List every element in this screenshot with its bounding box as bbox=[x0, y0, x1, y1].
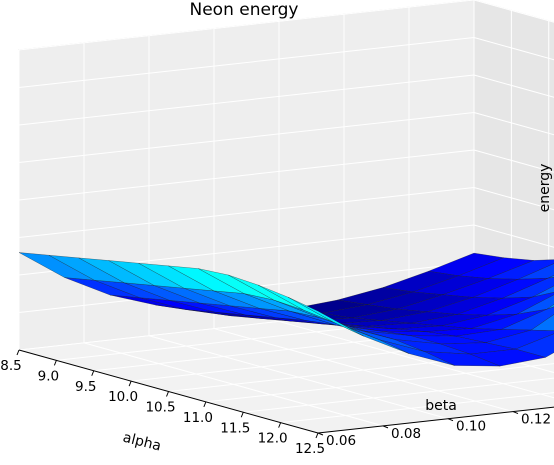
tick-mark bbox=[203, 401, 207, 408]
z-axis-label: energy bbox=[537, 164, 553, 213]
grid-line-z bbox=[473, 0, 554, 23]
grid-line-z bbox=[473, 37, 554, 61]
y-tick-label: 0.08 bbox=[391, 426, 421, 442]
x-tick-label: 12.0 bbox=[258, 431, 288, 447]
x-tick-label: 11.5 bbox=[220, 420, 250, 436]
energy-surface bbox=[18, 252, 554, 367]
grid-line-z bbox=[18, 0, 475, 51]
tick-mark bbox=[240, 412, 244, 418]
surface-facet bbox=[548, 275, 554, 279]
tick-mark bbox=[91, 370, 95, 376]
grid-line-y bbox=[278, 320, 554, 399]
tick-labels: 8.5 9.0 9.5 10.0 10.5 11.0 11.5 12.0 12.5 0.06 0.0… bbox=[0, 349, 551, 457]
y-tick-label: 0.10 bbox=[456, 419, 486, 435]
x-tick-label: 9.5 bbox=[75, 379, 96, 395]
surface-facet bbox=[546, 304, 554, 310]
tick-mark bbox=[128, 380, 132, 387]
tick-mark bbox=[447, 418, 454, 422]
y-axis-line bbox=[317, 406, 554, 434]
tick-mark bbox=[53, 360, 57, 366]
surface-facet bbox=[288, 297, 364, 337]
grid-line-z bbox=[18, 187, 475, 238]
grid-line-z bbox=[18, 74, 475, 126]
grid-line-z bbox=[18, 37, 475, 88]
tick-mark bbox=[382, 425, 389, 429]
y-axis-label: beta bbox=[425, 398, 457, 414]
tick-mark bbox=[315, 432, 319, 439]
grid-line-z bbox=[473, 224, 554, 248]
x-tick-label: 8.5 bbox=[0, 358, 21, 374]
chart-title: Neon energy bbox=[190, 0, 299, 20]
grid-line-z bbox=[18, 149, 475, 201]
grid-line-x bbox=[243, 377, 554, 413]
grid-line-z bbox=[473, 187, 554, 211]
tick-mark bbox=[317, 432, 324, 436]
x-tick-label: 11.0 bbox=[183, 410, 213, 426]
y-tick-label: 0.12 bbox=[521, 412, 551, 428]
grid-line-x bbox=[205, 363, 554, 403]
tick-mark bbox=[512, 411, 519, 415]
grid-line-y bbox=[83, 342, 384, 427]
y-tick-label: 0.06 bbox=[326, 433, 356, 449]
x-tick-label: 12.5 bbox=[295, 441, 325, 457]
grid-line-z bbox=[473, 74, 554, 98]
grid-line-z bbox=[18, 112, 475, 163]
grid-line-y bbox=[148, 335, 449, 420]
grid-line-z bbox=[473, 149, 554, 173]
tick-mark bbox=[278, 422, 282, 428]
x-tick-label: 10.0 bbox=[108, 389, 138, 405]
tick-mark bbox=[16, 349, 20, 356]
x-tick-label: 10.5 bbox=[145, 400, 175, 416]
grid-line-y bbox=[213, 328, 514, 413]
grid-line-z bbox=[473, 112, 554, 136]
x-axis-label: alpha bbox=[121, 430, 163, 455]
tick-mark bbox=[166, 391, 169, 397]
grid-line-x bbox=[280, 392, 554, 424]
x-tick-label: 9.0 bbox=[38, 368, 59, 384]
